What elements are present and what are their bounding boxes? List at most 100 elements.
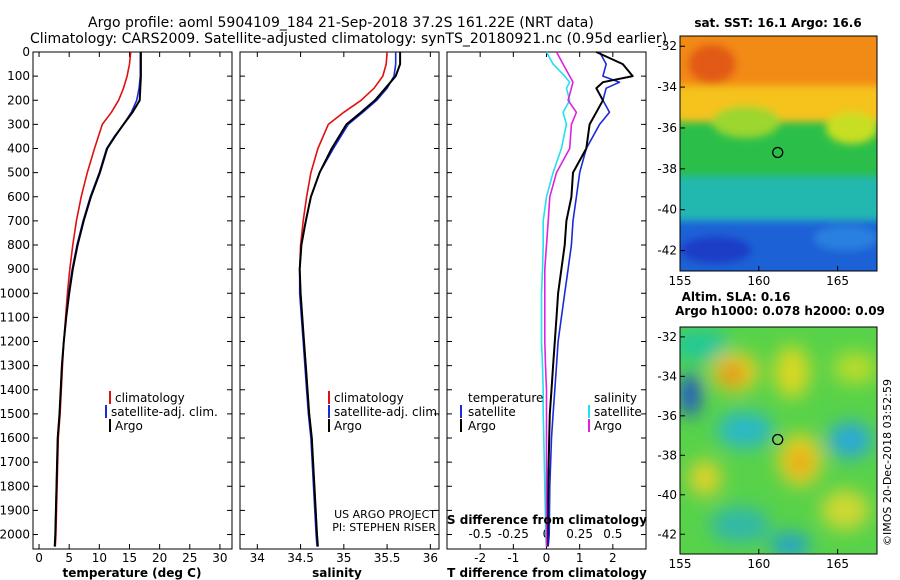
sst-cool-band — [680, 176, 877, 224]
salinity-panel: 34 34.5 35 35.5 36 climatology satellite-adj… — [239, 51, 441, 580]
float-location-marker — [772, 146, 784, 159]
map-lat-tick-label: -34 — [657, 369, 677, 383]
depth-tick-label: 900 — [7, 262, 30, 276]
series-line-temperature-argo — [546, 51, 634, 547]
map-lat-tick-label: -40 — [657, 488, 677, 502]
map-lon-tick-label: 155 — [669, 274, 692, 288]
map-lat-tick-label: -38 — [657, 448, 677, 462]
salinity-frame — [239, 51, 440, 550]
sla-low-3 — [680, 373, 700, 417]
series-line-salinity-satellite — [540, 51, 571, 547]
sla-low-1 — [680, 329, 730, 361]
legend-label-climatology: climatology — [115, 391, 185, 405]
legend-label-climatology: climatology — [334, 391, 404, 405]
difference-panel: -2 -1 0 1 2 -0.5 -0.25 0 0.25 0.5 temperature sa… — [446, 51, 647, 580]
temperature-lines — [53, 51, 142, 547]
x-tick-label: 1 — [576, 551, 584, 565]
sla-map-panel: Altim. SLA: 0.16 Argo h1000: 0.078 h2000… — [657, 290, 885, 571]
depth-tick-label: 400 — [7, 142, 30, 156]
sla-field — [680, 327, 877, 554]
series-line-salinity-argo — [543, 51, 578, 547]
x-tick-label: 2 — [609, 551, 617, 565]
depth-tick-label: 1400 — [0, 383, 30, 397]
project-credit-line2: PI: STEPHEN RISER — [332, 521, 436, 534]
legend-label-satellite: satellite-adj. clim. — [111, 405, 218, 419]
series-line-temperature-satellite — [547, 51, 621, 547]
difference-lines — [540, 51, 634, 547]
temperature-panel: 0100200300400500600700800900100011001200… — [0, 45, 233, 580]
project-credit-line1: US ARGO PROJECT — [334, 508, 436, 521]
map-lat-tick-label: -34 — [657, 80, 677, 94]
map-lat-tick-label: -36 — [657, 121, 677, 135]
sst-map-title: sat. SST: 16.1 Argo: 16.6 — [694, 16, 861, 30]
sla-low-4 — [828, 422, 872, 458]
depth-tick-label: 200 — [7, 93, 30, 107]
depth-tick-label: 1200 — [0, 335, 30, 349]
map-lat-tick-label: -42 — [657, 244, 677, 258]
sla-low-2 — [717, 412, 773, 448]
float-location-marker — [772, 433, 784, 446]
depth-axis-ticks: 0 100 200 300 400 500 600 700 800 900 1000 1100 1200… — [0, 45, 232, 542]
legend-label-sal-argo: Argo — [594, 419, 622, 433]
depth-tick-label: 1000 — [0, 286, 30, 300]
sst-map-axes: 155 160 165 -32 -34 -36 -38 -40 -42 — [657, 39, 849, 288]
depth-tick-label: 600 — [7, 190, 30, 204]
legend-title-salinity: salinity — [594, 391, 637, 405]
x-tick-label: -2 — [474, 551, 486, 565]
figure-title-line1: Argo profile: aoml 5904109_184 21-Sep-20… — [88, 15, 594, 31]
legend-label-sal-satellite: satellite — [594, 405, 642, 419]
salinity-diff-tick-label: 0.25 — [566, 527, 593, 541]
depth-tick-label: 700 — [7, 214, 30, 228]
temperature-frame — [32, 51, 233, 550]
difference-y-ticks — [447, 51, 646, 536]
temperature-legend: climatology satellite-adj. clim. Argo — [105, 391, 218, 433]
map-lat-tick-label: -32 — [657, 330, 677, 344]
legend-label-temp-satellite: satellite — [468, 405, 516, 419]
x-tick-label: 34 — [250, 551, 265, 565]
legend-label-temp-argo: Argo — [468, 419, 496, 433]
sst-map-panel: sat. SST: 16.1 Argo: 16.6 155 160 165 -32 -3… — [657, 16, 878, 288]
sla-peak-2 — [790, 450, 810, 474]
depth-tick-label: 800 — [7, 238, 30, 252]
salinity-difference-label: S difference from climatology — [447, 513, 647, 527]
depth-tick-label: 100 — [7, 69, 30, 83]
sla-map-frame — [679, 326, 878, 555]
sst-front-patch — [712, 106, 780, 138]
sst-cold-patch-east — [814, 226, 877, 250]
x-tick-label: 35.5 — [374, 551, 401, 565]
sst-field — [680, 36, 877, 271]
depth-tick-label: 1300 — [0, 359, 30, 373]
salinity-diff-tick-label: -0.25 — [498, 527, 529, 541]
sst-hot-patch — [688, 44, 736, 84]
legend-label-satellite: satellite-adj. clim. — [334, 405, 441, 419]
sla-high-2 — [774, 346, 810, 398]
depth-tick-label: 1900 — [0, 503, 30, 517]
map-lon-tick-label: 160 — [747, 557, 770, 571]
map-lon-tick-label: 160 — [747, 274, 770, 288]
depth-tick-label: 500 — [7, 166, 30, 180]
salinity-difference-ticks: -0.5 -0.25 0 0.25 0.5 — [468, 527, 622, 541]
map-lon-tick-label: 165 — [826, 557, 849, 571]
depth-tick-label: 300 — [7, 117, 30, 131]
x-tick-label: 35 — [336, 551, 351, 565]
figure-title-line2: Climatology: CARS2009. Satellite-adjuste… — [30, 31, 667, 47]
depth-tick-label: 1600 — [0, 431, 30, 445]
legend-label-argo: Argo — [334, 419, 362, 433]
sla-map-title: Altim. SLA: 0.16 — [682, 290, 791, 304]
map-lat-tick-label: -42 — [657, 527, 677, 541]
depth-tick-label: 0 — [22, 45, 30, 59]
x-tick-label: 30 — [212, 551, 227, 565]
x-tick-label: 34.5 — [287, 551, 314, 565]
x-tick-label: 0 — [35, 551, 43, 565]
x-tick-label: 36 — [423, 551, 438, 565]
salinity-lines — [298, 51, 402, 547]
sla-low-5 — [710, 507, 770, 543]
depth-tick-label: 1100 — [0, 310, 30, 324]
salinity-y-ticks — [240, 51, 439, 536]
sla-high-3 — [833, 352, 877, 384]
sla-high-5 — [689, 460, 721, 496]
salinity-xlabel: salinity — [312, 566, 362, 580]
sla-map-axes: 155 160 165 -32 -34 -36 -38 -40 -42 — [657, 330, 849, 571]
x-tick-label: 25 — [182, 551, 197, 565]
